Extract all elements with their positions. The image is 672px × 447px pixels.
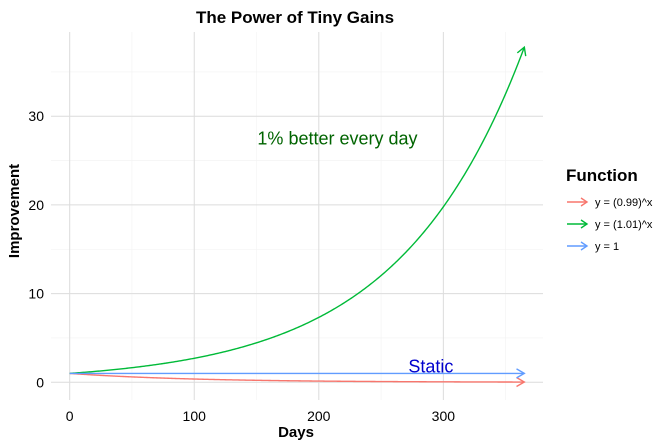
y-tick-label: 30 — [28, 108, 44, 124]
legend: Function y = (0.99)^x y = (1.01)^x y = 1 — [566, 166, 653, 253]
y-tick-label: 0 — [36, 374, 44, 390]
legend-key-arrow — [580, 241, 589, 251]
legend-label: y = (0.99)^x — [595, 197, 653, 209]
series-layer — [69, 45, 527, 388]
legend-label: y = 1 — [595, 241, 619, 253]
series-arrowhead-2 — [516, 368, 526, 379]
annotation-1: Static — [408, 356, 453, 376]
legend-key-arrow — [580, 219, 589, 229]
grid — [51, 32, 543, 400]
series-line-0 — [69, 372, 525, 383]
x-tick-label: 100 — [183, 408, 207, 424]
legend-label: y = (1.01)^x — [595, 219, 653, 231]
y-tick-label: 10 — [28, 286, 44, 302]
annotation-0: 1% better every day — [257, 128, 417, 148]
annotation-layer: 1% better every day Static — [257, 128, 453, 376]
x-tick-label: 0 — [66, 408, 74, 424]
series-arrowhead-1 — [516, 45, 527, 57]
chart-title: The Power of Tiny Gains — [196, 8, 394, 27]
legend-key-arrow — [580, 197, 589, 207]
y-tick-label: 20 — [28, 197, 44, 213]
y-axis-title: Improvement — [6, 164, 23, 258]
tick-layer: 0 100 200 300 0 10 20 30 — [28, 108, 455, 424]
x-axis-title: Days — [278, 424, 314, 441]
series-line-1 — [69, 46, 525, 375]
series-arrowhead-0 — [516, 376, 526, 388]
x-tick-label: 300 — [432, 408, 456, 424]
legend-title: Function — [566, 166, 638, 185]
x-tick-label: 200 — [307, 408, 331, 424]
